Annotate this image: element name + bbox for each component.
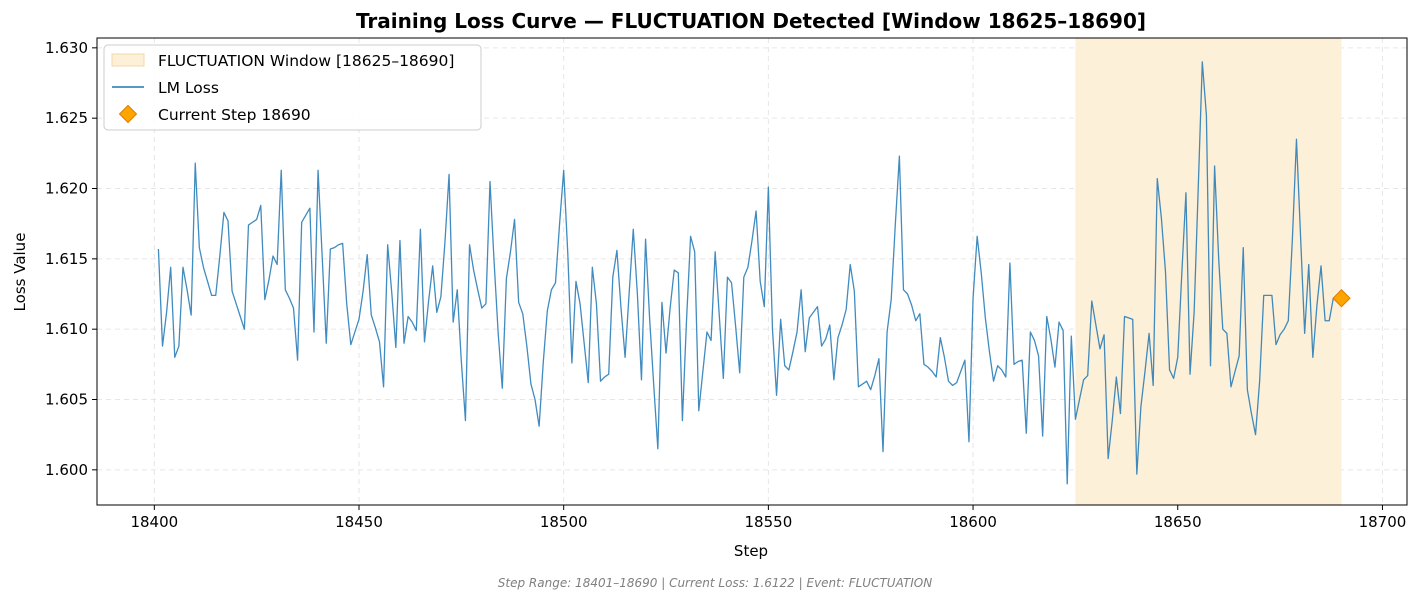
x-tick-label: 18650 <box>1154 513 1202 531</box>
x-tick-label: 18550 <box>745 513 793 531</box>
y-tick-label: 1.625 <box>45 109 88 127</box>
x-axis-label: Step <box>734 542 768 560</box>
current-step-marker <box>1332 289 1351 308</box>
x-tick-label: 18500 <box>540 513 588 531</box>
x-tick-label: 18700 <box>1359 513 1407 531</box>
lm-loss-line <box>157 61 1334 485</box>
x-tick-label: 18600 <box>949 513 997 531</box>
x-axis-ticks: 18400 18450 18500 18550 18600 18650 18700 <box>130 505 1406 531</box>
y-tick-label: 1.610 <box>45 320 88 338</box>
series-layer <box>157 61 1334 485</box>
axes-frame <box>96 37 1408 506</box>
legend-marker-label: Current Step 18690 <box>158 106 311 124</box>
legend-series-label: LM Loss <box>158 79 219 97</box>
y-axis-ticks: 1.600 1.605 1.610 1.615 1.620 1.625 1.630 <box>45 39 97 479</box>
footer-caption: Step Range: 18401–18690 | Current Loss: … <box>498 576 932 590</box>
y-tick-label: 1.615 <box>45 250 88 268</box>
marker-layer <box>1332 289 1351 308</box>
legend-window-label: FLUCTUATION Window [18625–18690] <box>158 52 454 70</box>
y-tick-label: 1.605 <box>45 391 88 409</box>
y-tick-label: 1.630 <box>45 39 88 57</box>
legend: FLUCTUATION Window [18625–18690] LM Loss… <box>103 44 482 131</box>
legend-marker-swatch <box>118 104 138 124</box>
y-tick-label: 1.620 <box>45 180 88 198</box>
chart-title: Training Loss Curve — FLUCTUATION Detect… <box>356 9 1146 33</box>
x-tick-label: 18450 <box>335 513 383 531</box>
legend-window-swatch <box>111 53 145 67</box>
y-axis-label: Loss Value <box>11 233 29 312</box>
y-tick-label: 1.600 <box>45 461 88 479</box>
legend-box <box>103 44 482 131</box>
x-tick-label: 18400 <box>130 513 178 531</box>
